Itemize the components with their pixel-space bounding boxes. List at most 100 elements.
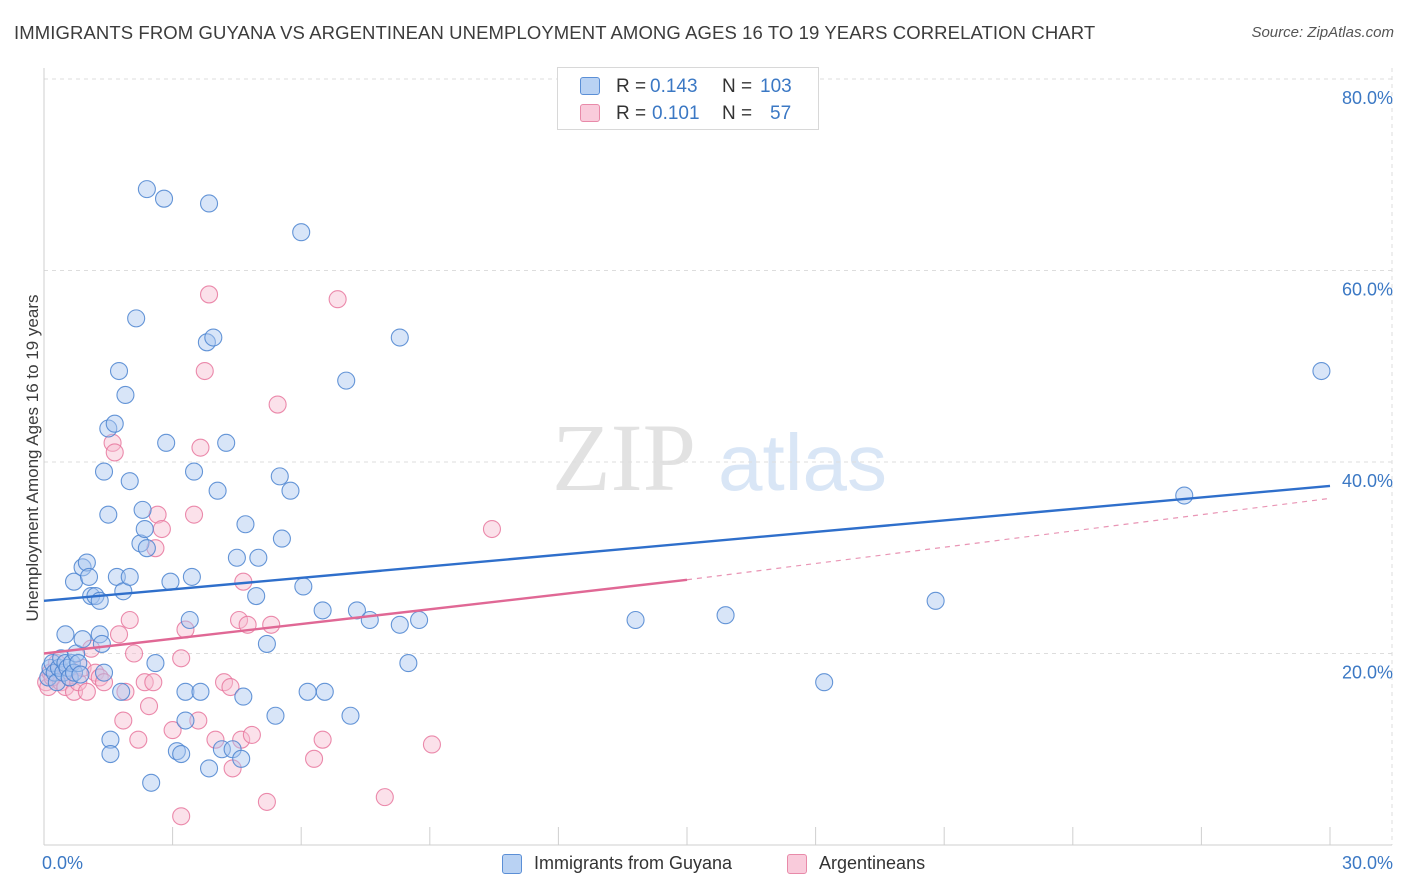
guyana-point	[1175, 486, 1194, 505]
guyana-point	[360, 610, 379, 630]
guyana-point	[341, 706, 360, 725]
guyana-point	[270, 467, 289, 486]
legend-n-label: N =	[722, 76, 753, 97]
argentineans-point	[116, 682, 135, 701]
argentineans-point	[124, 644, 144, 663]
argentineans-point	[191, 438, 210, 457]
guyana-point	[232, 749, 251, 768]
argentineans-point	[262, 615, 281, 634]
guyana-point	[626, 610, 645, 630]
guyana-point	[161, 572, 180, 591]
argentineans-point	[163, 721, 182, 740]
argentineans-point	[184, 505, 204, 524]
guyana-point	[236, 515, 255, 534]
guyana-point	[390, 328, 409, 347]
guyana-point	[73, 630, 92, 649]
watermark: ZIP atlas	[552, 404, 887, 511]
guyana-point	[281, 481, 300, 500]
guyana-point	[266, 706, 285, 725]
guyana-point	[79, 567, 99, 586]
guyana-point	[99, 505, 118, 524]
guyana-point	[94, 663, 114, 682]
guyana-point	[292, 223, 311, 242]
guyana-point	[247, 586, 266, 606]
argentineans-point	[64, 682, 84, 701]
guyana-point	[137, 539, 156, 558]
watermark-zip: ZIP	[552, 404, 696, 511]
argentineans-point	[268, 395, 287, 414]
guyana-point	[135, 519, 154, 539]
guyana-point	[337, 371, 356, 390]
legend-n-value: 103	[760, 76, 792, 97]
guyana-point	[101, 730, 120, 749]
guyana-point	[146, 654, 165, 673]
guyana-point	[137, 180, 156, 199]
argentineans-point	[144, 673, 163, 692]
guyana-point	[926, 591, 945, 610]
guyana-point	[116, 385, 135, 405]
guyana-point	[69, 654, 88, 673]
argentineans-point	[114, 711, 133, 730]
argentineans-point	[139, 697, 159, 716]
guyana-point	[815, 673, 834, 692]
argentineans-point	[189, 711, 208, 730]
guyana-point	[217, 433, 236, 452]
axes	[43, 68, 1392, 846]
y-tick-label: 20.0%	[1342, 663, 1393, 683]
guyana-point	[257, 634, 276, 653]
guyana-point	[109, 361, 129, 381]
guyana-point	[191, 682, 210, 701]
guyana-point	[294, 577, 313, 596]
argentineans-point	[129, 730, 148, 749]
guyana-point	[184, 462, 204, 481]
guyana-point	[249, 548, 268, 567]
guyana-point	[172, 744, 191, 764]
series-label-argentineans: Argentineans	[819, 853, 926, 873]
guyana-point	[199, 759, 219, 778]
guyana-point	[298, 682, 317, 701]
argentineans-point	[375, 788, 394, 807]
legend-swatch-blue	[580, 77, 600, 95]
y-tick-label: 60.0%	[1342, 280, 1393, 300]
argentineans-point	[305, 749, 324, 768]
x-tick-label: 30.0%	[1342, 853, 1393, 873]
guyana-point	[212, 740, 231, 759]
x-tick-labels: 0.0% 30.0%	[42, 853, 1393, 873]
guyana-point	[157, 433, 176, 452]
argentineans-point	[328, 290, 347, 309]
series-label-guyana: Immigrants from Guyana	[534, 853, 733, 873]
guyana-point	[154, 189, 174, 208]
legend-n-value: 57	[770, 103, 792, 124]
guyana-point	[120, 567, 139, 586]
guyana-point	[716, 606, 735, 625]
guyana-point	[315, 682, 334, 701]
guyana-point	[176, 711, 195, 730]
guyana-point	[399, 654, 418, 673]
guyana-point	[199, 194, 219, 213]
argentineans-point	[313, 730, 332, 749]
guyana-point	[120, 472, 139, 491]
y-tick-labels: 20.0% 40.0% 60.0% 80.0%	[1342, 88, 1393, 683]
guyana-trend-line	[43, 484, 1331, 603]
chart-title: IMMIGRANTS FROM GUYANA VS ARGENTINEAN UN…	[14, 22, 1096, 43]
legend-r-value: 0.143	[650, 76, 698, 97]
argentineans-point	[109, 625, 129, 644]
guyana-point	[94, 462, 114, 481]
argentineans-point	[195, 361, 214, 381]
guyana-point	[347, 601, 366, 620]
guyana-point	[142, 773, 161, 792]
series-swatch-blue	[502, 854, 522, 874]
argentineans-point	[482, 519, 502, 539]
guyana-point	[77, 553, 96, 572]
source-credit: Source: ZipAtlas.com	[1251, 24, 1394, 41]
x-tick-label: 0.0%	[42, 853, 83, 873]
guyana-point	[64, 663, 84, 682]
argentineans-trend-extension	[686, 497, 1331, 581]
watermark-atlas: atlas	[718, 418, 887, 507]
argentineans-point	[199, 285, 219, 304]
correlation-legend: R = 0.143 N = 103 R = 0.101 N = 57	[557, 67, 819, 130]
argentineans-point	[94, 673, 114, 692]
argentineans-point	[120, 610, 139, 630]
argentineans-trend-line	[43, 578, 688, 655]
